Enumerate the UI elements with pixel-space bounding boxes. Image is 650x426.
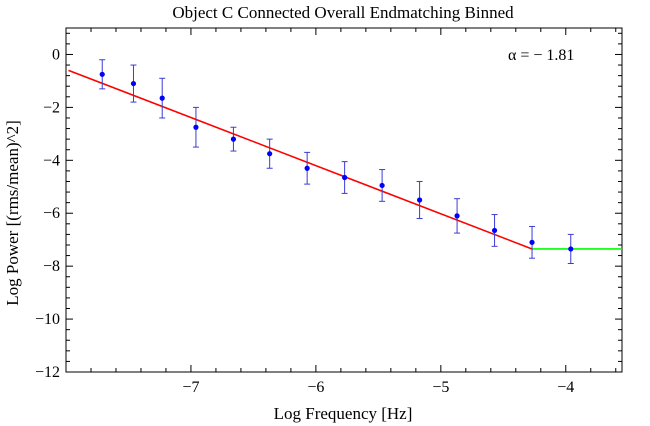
plot-border [65, 27, 623, 373]
alpha-annotation: α = − 1.81 [508, 47, 574, 64]
data-point [130, 80, 137, 87]
y-tick-label: −6 [43, 205, 60, 222]
y-axis-title: Log Power [(rms/mean)^2] [3, 120, 22, 305]
power-law-fit-line [68, 69, 533, 250]
y-tick-label: −8 [43, 258, 60, 275]
y-tick-label: −10 [35, 311, 60, 328]
y-tick-label: −12 [35, 364, 60, 381]
plot-frame [65, 27, 623, 373]
data-point [454, 213, 460, 219]
y-tick-label: −4 [43, 152, 60, 169]
x-tick-label: −6 [307, 379, 324, 396]
data-point [230, 136, 237, 142]
data-point [99, 71, 105, 77]
y-axis: 0 −2 −4 −6 −8 −10 −12 [35, 32, 622, 381]
y-tick-label: −2 [43, 99, 60, 116]
data-points [99, 59, 574, 265]
data-point [379, 182, 385, 189]
x-tick-label: −4 [557, 379, 574, 396]
data-point [529, 239, 535, 245]
data-point [267, 151, 273, 157]
x-axis: −7 −6 −5 −4 [65, 28, 617, 396]
data-point [568, 246, 574, 252]
data-point [416, 197, 423, 203]
data-point [304, 165, 310, 171]
data-point [342, 174, 348, 181]
data-point [193, 124, 199, 130]
chart-title: Object C Connected Overall Endmatching B… [172, 3, 514, 22]
data-point [491, 227, 498, 234]
data-point [159, 95, 165, 101]
fit-lines [68, 69, 622, 250]
y-tick-label: 0 [52, 46, 60, 63]
x-tick-label: −5 [432, 379, 449, 396]
x-tick-label: −7 [182, 379, 199, 396]
x-axis-title: Log Frequency [Hz] [274, 404, 413, 423]
